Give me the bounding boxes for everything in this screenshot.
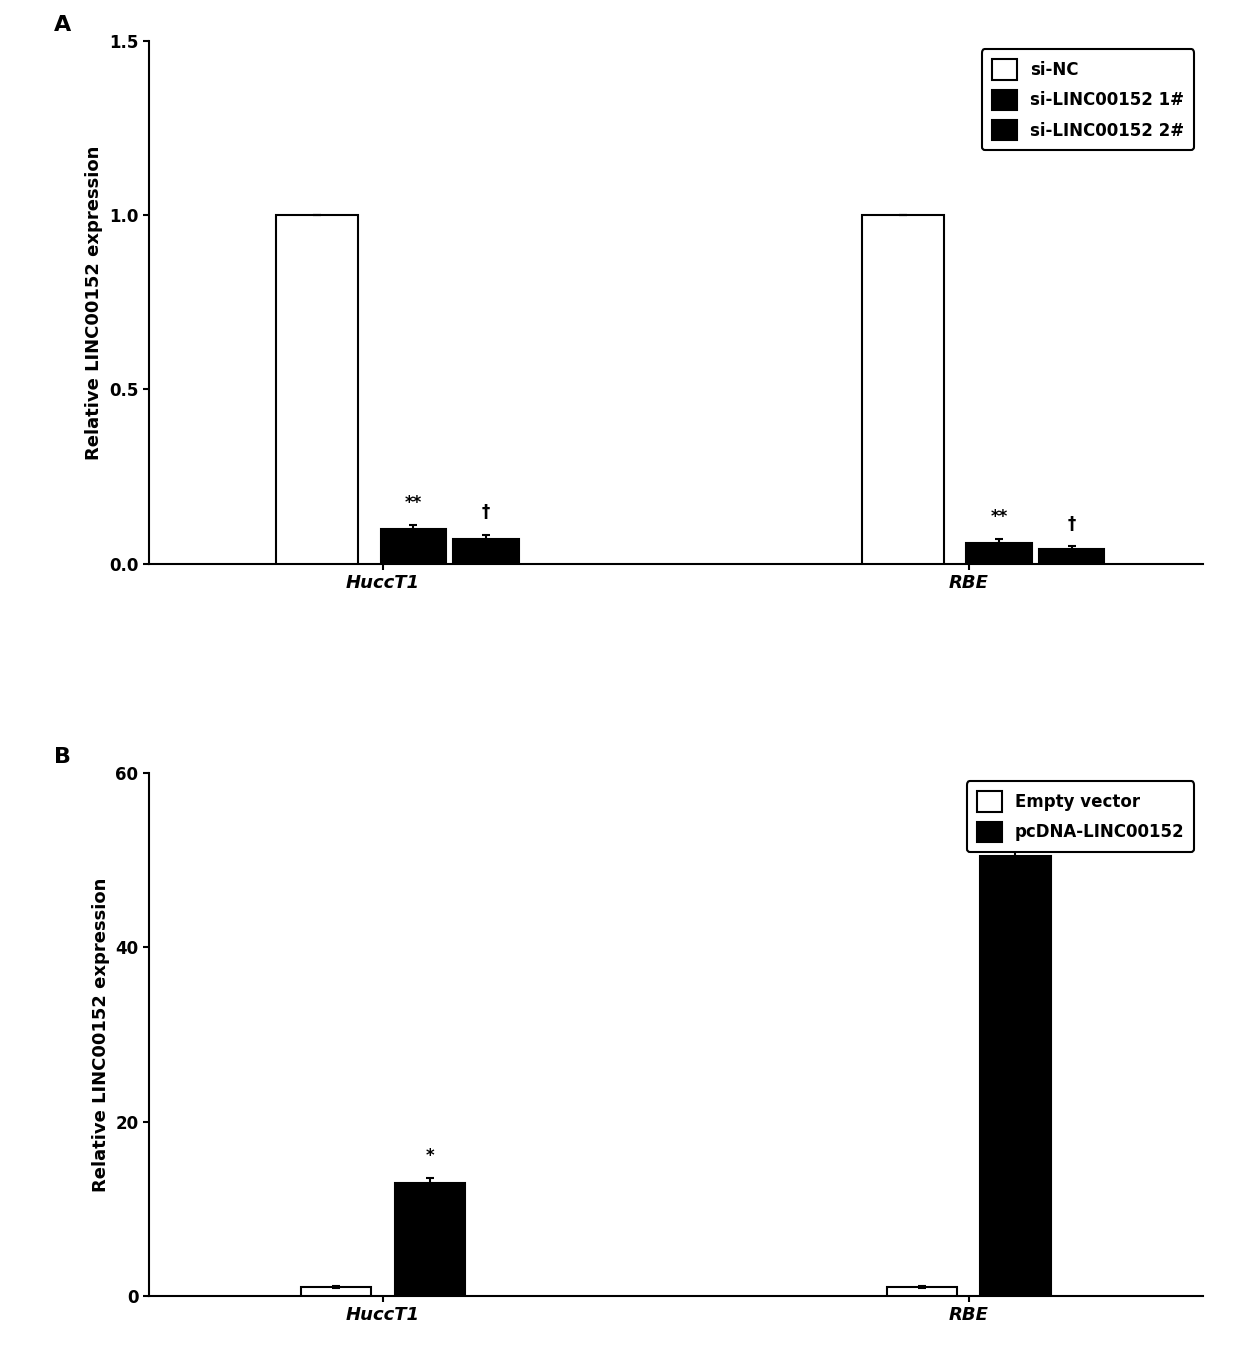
Text: **: ** [991,509,1008,527]
Bar [301,1288,371,1296]
Y-axis label: Relative LINC00152 expression: Relative LINC00152 expression [92,877,109,1192]
Bar [277,216,358,563]
Bar [887,1288,957,1296]
Bar [381,529,446,563]
Bar [966,543,1032,563]
Text: B: B [53,747,71,767]
Text: A: A [53,15,71,34]
Text: †: † [482,503,490,521]
Y-axis label: Relative LINC00152 expression: Relative LINC00152 expression [86,145,103,460]
Legend: si-NC, si-LINC00152 1#, si-LINC00152 2#: si-NC, si-LINC00152 1#, si-LINC00152 2# [982,49,1194,150]
Legend: Empty vector, pcDNA-LINC00152: Empty vector, pcDNA-LINC00152 [966,782,1194,852]
Bar [862,216,944,563]
Bar [394,1183,465,1296]
Text: *: * [1011,816,1019,833]
Bar [454,539,518,563]
Text: *: * [425,1147,434,1165]
Bar [981,855,1050,1296]
Bar [1039,550,1105,563]
Text: †: † [1068,516,1076,533]
Text: **: ** [404,494,422,512]
